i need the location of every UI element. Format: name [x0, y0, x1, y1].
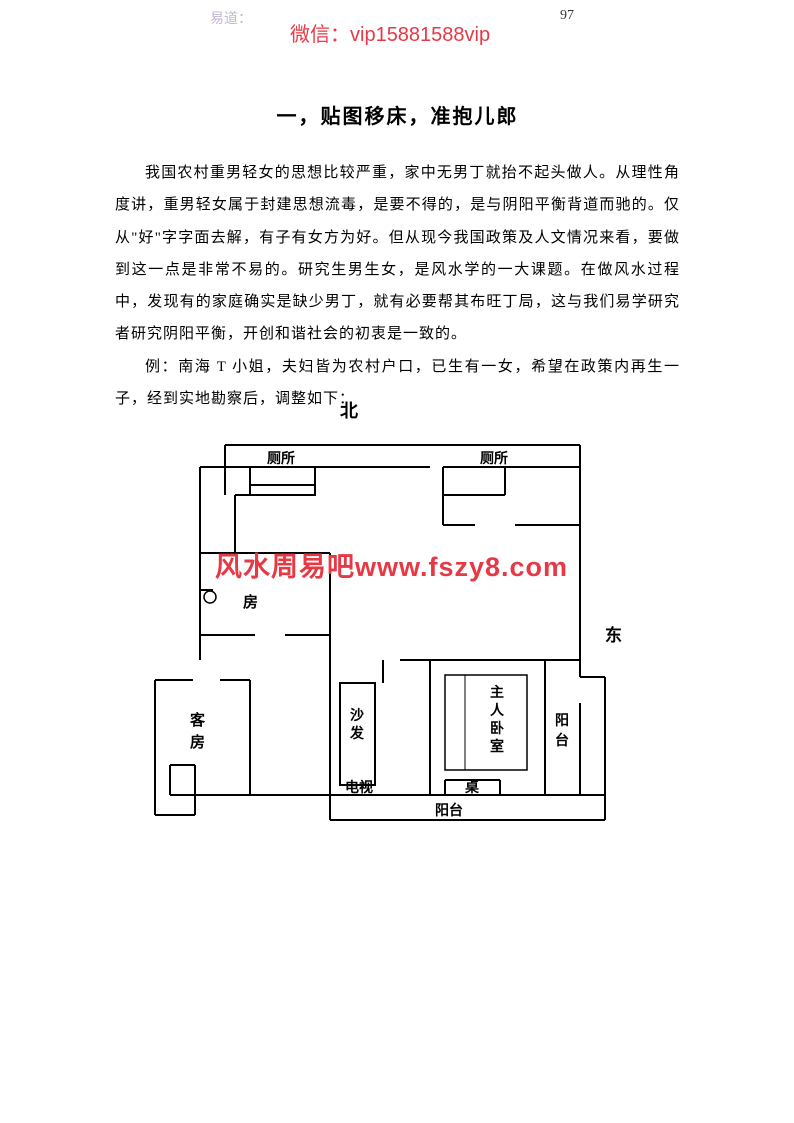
label-sofa-1: 沙 [350, 708, 364, 724]
watermark-top: 微信：vip15881588vip [290, 18, 490, 47]
page-number: 97 [560, 8, 574, 24]
label-guestroom-1: 客 [189, 711, 206, 729]
floorplan-diagram: 厕所 厕所 房 客 房 沙 发 电视 主 人 卧 室 桌 阳 台 阳台 [135, 425, 615, 825]
label-sofa-2: 发 [349, 725, 365, 742]
label-balcony1-1: 阳 [555, 713, 569, 729]
article-title: 一，贴图移床，准抱儿郎 [115, 100, 680, 129]
label-chufang: 房 [243, 593, 258, 611]
label-toilet2: 厕所 [480, 450, 508, 467]
direction-north-label: 北 [340, 397, 358, 423]
label-tv: 电视 [345, 779, 373, 796]
paragraph-1: 我国农村重男轻女的思想比较严重，家中无男丁就抬不起头做人。从理性角度讲，重男轻女… [115, 157, 680, 351]
label-toilet1: 厕所 [267, 450, 295, 467]
watermark-middle: 风水周易吧www.fszy8.com [215, 545, 568, 584]
label-balcony2: 阳台 [435, 802, 463, 819]
label-guestroom-2: 房 [190, 733, 205, 751]
label-master-3: 卧 [490, 721, 504, 737]
label-master-4: 室 [490, 738, 504, 755]
label-master-2: 人 [490, 702, 505, 719]
header-faded-text: 易道： [210, 8, 252, 28]
article-content: 一，贴图移床，准抱儿郎 我国农村重男轻女的思想比较严重，家中无男丁就抬不起头做人… [115, 100, 680, 415]
label-desk: 桌 [465, 779, 480, 796]
floorplan: 北 东 [115, 395, 680, 825]
label-balcony1-2: 台 [555, 732, 569, 749]
label-master-1: 主 [490, 684, 504, 701]
